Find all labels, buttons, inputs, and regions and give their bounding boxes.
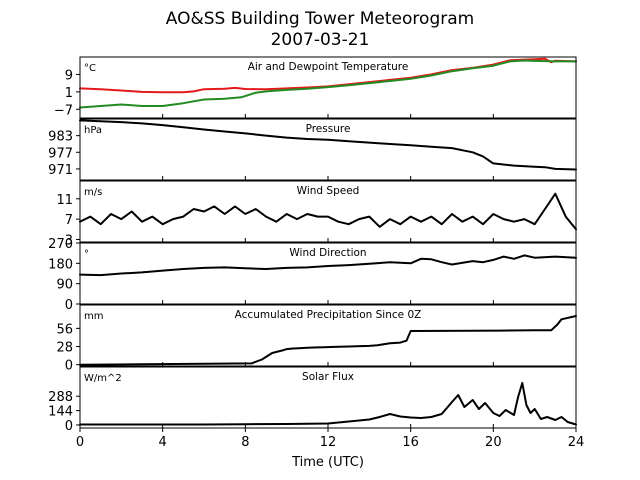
x-tick-label: 24 — [568, 435, 585, 450]
panels-group: −7 1 9 °C Air and Dewpoint Temperature 971 977… — [48, 56, 577, 434]
y-tick-label: 270 — [48, 237, 73, 252]
chart-title: AO&SS Building Tower Meteorogram — [166, 9, 474, 29]
x-tick-label: 16 — [402, 435, 419, 450]
y-tick-label: 144 — [48, 405, 73, 420]
y-tick-label: 1 — [65, 86, 73, 101]
panel-title: Wind Direction — [289, 247, 366, 259]
x-axis-label: Time (UTC) — [291, 455, 364, 470]
y-tick-label: 3 — [65, 233, 73, 248]
x-tick-label: 0 — [76, 435, 84, 450]
y-tick-label: 56 — [56, 322, 73, 337]
panel: 3 7 11 m/s Wind Speed — [56, 180, 577, 248]
y-tick-label: 288 — [48, 390, 73, 405]
panel-title: Air and Dewpoint Temperature — [248, 61, 409, 73]
y-tick-label: 7 — [65, 213, 73, 228]
y-tick-label: 9 — [65, 68, 73, 83]
panel: 0 90 180 270 ° Wind Direction — [48, 237, 577, 313]
x-tick-label: 8 — [241, 435, 249, 450]
y-tick-label: −7 — [54, 103, 73, 118]
y-tick-label: 977 — [48, 146, 73, 161]
y-tick-label: 983 — [48, 130, 73, 145]
series-line — [79, 119, 577, 171]
panel-unit: °C — [84, 63, 96, 74]
series-line — [79, 315, 577, 366]
y-tick-label: 0 — [65, 359, 73, 374]
chart-subtitle: 2007-03-21 — [271, 30, 370, 50]
panel-unit: m/s — [84, 187, 102, 198]
y-tick-label: 0 — [65, 419, 73, 434]
y-tick-label: 28 — [56, 341, 73, 356]
y-tick-label: 11 — [56, 193, 73, 208]
panel-title: Wind Speed — [297, 185, 360, 197]
y-tick-label: 0 — [65, 298, 73, 313]
y-tick-label: 971 — [48, 163, 73, 178]
panel-title: Pressure — [306, 123, 351, 135]
x-axis: 0 4 8 12 16 20 24 — [76, 428, 584, 450]
series-line — [79, 254, 577, 277]
panel-unit: hPa — [84, 125, 102, 136]
y-tick-label: 90 — [56, 278, 73, 293]
x-tick-label: 4 — [159, 435, 167, 450]
panel-unit: ° — [84, 249, 89, 260]
y-tick-label: 180 — [48, 257, 73, 272]
panel-unit: mm — [84, 311, 103, 322]
series-line — [79, 59, 577, 109]
panel-title: Accumulated Precipitation Since 0Z — [235, 309, 422, 321]
series-line — [79, 192, 577, 231]
x-tick-label: 12 — [320, 435, 337, 450]
panel: −7 1 9 °C Air and Dewpoint Temperature — [54, 56, 577, 119]
panel-unit: W/m^2 — [84, 373, 122, 384]
panel: 0 28 56 mm Accumulated Precipitation Since 0… — [56, 304, 577, 374]
series-line — [79, 382, 577, 426]
panel-title: Solar Flux — [302, 371, 354, 383]
x-tick-label: 20 — [485, 435, 502, 450]
